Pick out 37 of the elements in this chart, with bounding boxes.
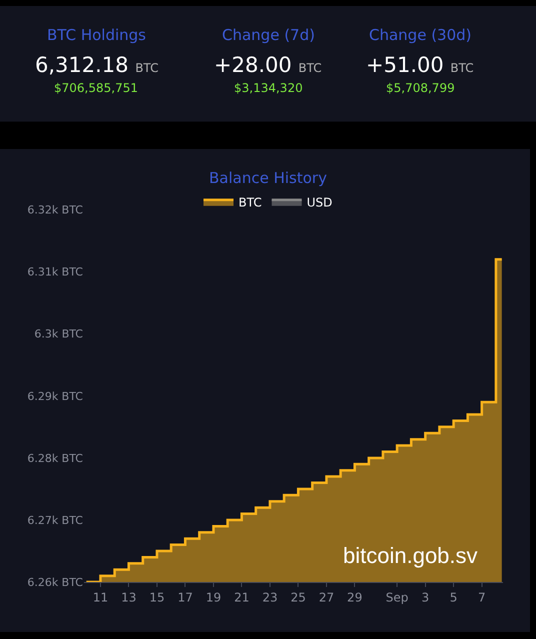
- text: +28.00: [214, 53, 292, 77]
- y-tick-label: 6.27k BTC: [27, 514, 84, 527]
- x-tick-label: 7: [478, 590, 486, 604]
- y-tick-label: 6.31k BTC: [27, 266, 84, 279]
- annotation: bitcoin.gob.sv: [343, 543, 478, 568]
- x-tick-label: 3: [422, 590, 430, 604]
- x-tick-label: 29: [347, 590, 362, 604]
- text: 6,312.18: [35, 53, 129, 77]
- x-tick-label: 23: [262, 590, 278, 604]
- legend-label: USD: [306, 196, 332, 210]
- x-tick-label: 17: [178, 590, 193, 604]
- x-tick-label: 11: [92, 590, 108, 604]
- text: $3,134,320: [234, 81, 303, 95]
- text: Change (30d): [369, 26, 472, 44]
- y-tick-label: 6.29k BTC: [27, 390, 84, 403]
- x-tick-label: 27: [318, 590, 334, 604]
- text: BTC: [135, 61, 158, 75]
- text: $5,708,799: [386, 81, 455, 95]
- chart-title: Balance History: [209, 169, 328, 187]
- x-tick-label: 25: [290, 590, 306, 604]
- x-tick-label: 19: [206, 590, 222, 604]
- text: BTC Holdings: [47, 26, 146, 44]
- x-tick-label: 13: [121, 590, 136, 604]
- x-tick-label: Sep: [386, 590, 408, 604]
- y-tick-label: 6.3k BTC: [34, 328, 84, 341]
- y-tick-label: 6.32k BTC: [27, 204, 84, 217]
- text: BTC: [298, 61, 322, 75]
- legend-label: BTC: [238, 196, 262, 210]
- text: BTC: [450, 61, 474, 75]
- x-tick-label: 5: [450, 590, 458, 604]
- text: $706,585,751: [54, 81, 138, 95]
- x-tick-label: 15: [149, 590, 165, 604]
- x-tick-label: 21: [234, 590, 250, 604]
- y-tick-label: 6.26k BTC: [27, 576, 84, 589]
- text: +51.00: [366, 53, 444, 77]
- y-tick-label: 6.28k BTC: [27, 452, 84, 465]
- text: Change (7d): [222, 26, 315, 44]
